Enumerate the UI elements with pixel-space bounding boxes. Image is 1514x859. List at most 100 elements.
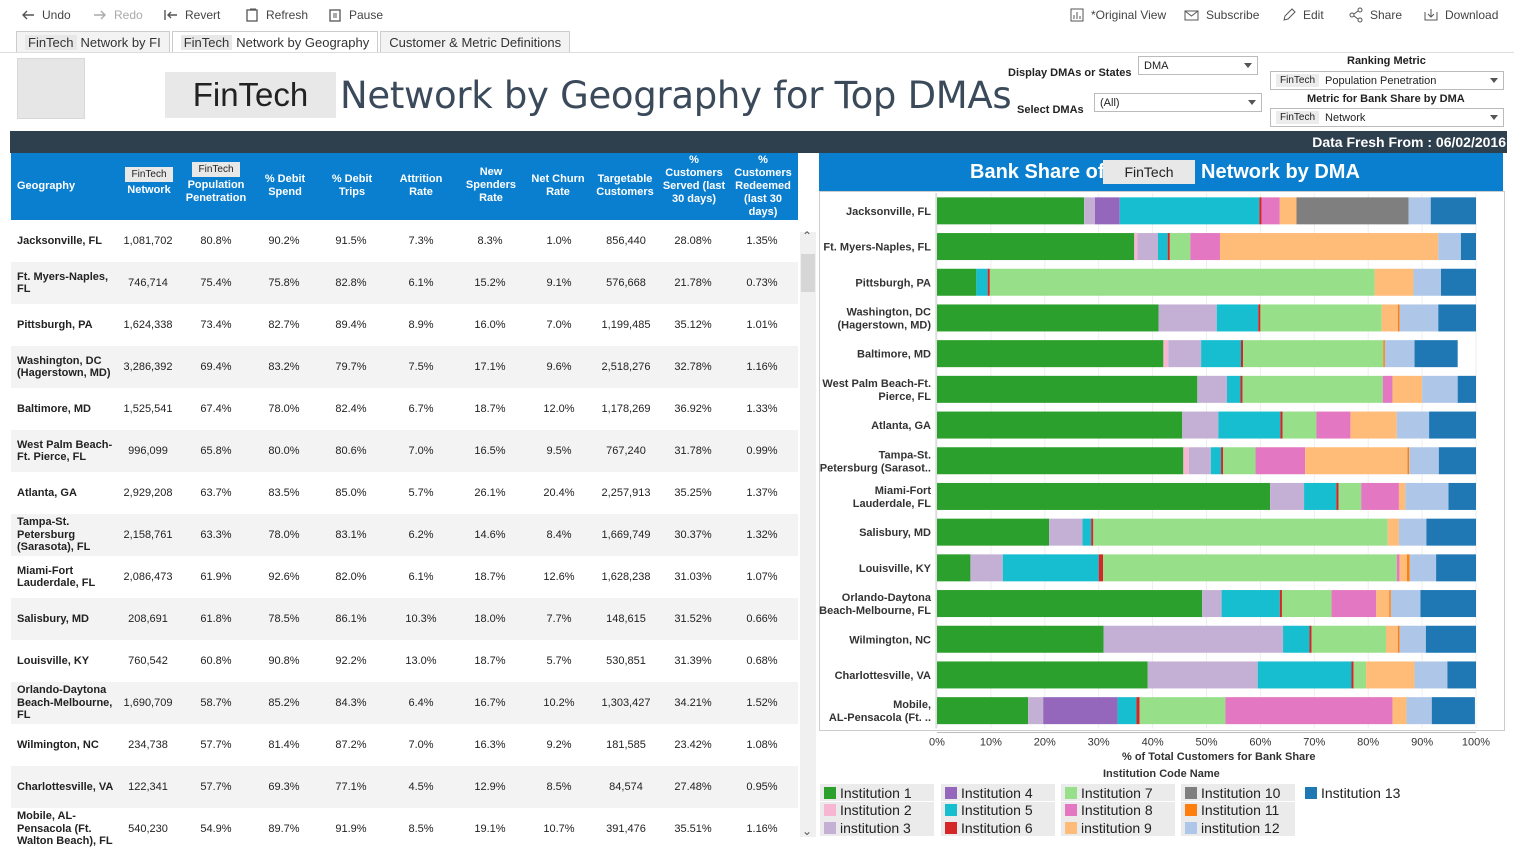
legend-item[interactable]: Institution 8 [1061, 801, 1175, 819]
bar-segment[interactable] [1281, 590, 1332, 618]
bar-segment[interactable] [1084, 197, 1095, 225]
bar-segment[interactable] [937, 411, 1183, 439]
bar-segment[interactable] [937, 268, 977, 296]
bar-segment[interactable] [937, 447, 1184, 475]
bar-segment[interactable] [1119, 197, 1260, 225]
bar-segment[interactable] [1157, 233, 1168, 261]
bar-segment[interactable] [1305, 447, 1408, 475]
col-targetable[interactable]: Targetable Customers [596, 173, 654, 198]
bar-segment[interactable] [1387, 518, 1399, 546]
bar-segment[interactable] [1304, 482, 1337, 510]
bar-segment[interactable] [1351, 661, 1354, 689]
bar-segment[interactable] [1240, 375, 1243, 403]
bar-segment[interactable] [1422, 375, 1458, 403]
bar-segment[interactable] [1043, 697, 1118, 725]
bar-segment[interactable] [1407, 447, 1410, 475]
bar-segment[interactable] [1399, 304, 1439, 332]
table-scrollbar[interactable]: ⌃ ⌄ [800, 229, 816, 838]
legend-item[interactable]: Institution 10 [1181, 784, 1295, 801]
bar-segment[interactable] [1183, 447, 1189, 475]
bar-segment[interactable] [1168, 340, 1202, 368]
bar-segment[interactable] [1336, 482, 1339, 510]
bar-segment[interactable] [1226, 375, 1241, 403]
category-label[interactable]: Atlanta, GA [871, 420, 931, 432]
bar-segment[interactable] [1260, 304, 1382, 332]
bar-segment[interactable] [1396, 554, 1400, 582]
bar-segment[interactable] [1426, 518, 1476, 546]
bar-segment[interactable] [1283, 625, 1310, 653]
bar-segment[interactable] [1366, 661, 1415, 689]
bar-segment[interactable] [1182, 411, 1219, 439]
bar-segment[interactable] [1216, 304, 1259, 332]
bar-segment[interactable] [976, 268, 988, 296]
table-row[interactable]: Pittsburgh, PA 1,624,338 73.4% 82.7% 89.4% 8.… [11, 304, 798, 346]
col-served[interactable]: % Customers Served (last 30 days) [662, 154, 726, 205]
bar-segment[interactable] [1258, 304, 1261, 332]
bar-segment[interactable] [1082, 518, 1092, 546]
bar-segment[interactable] [1279, 197, 1297, 225]
bank-share-metric-select[interactable]: FinTech Network [1270, 108, 1504, 127]
bar-segment[interactable] [1103, 554, 1397, 582]
bar-segment[interactable] [937, 518, 1050, 546]
col-new-spenders[interactable]: New Spenders Rate [465, 166, 517, 204]
bar-segment[interactable] [1440, 268, 1476, 296]
col-debit-trips[interactable]: % Debit Trips [331, 173, 373, 198]
bar-segment[interactable] [1098, 554, 1104, 582]
bar-segment[interactable] [1436, 554, 1476, 582]
bar-segment[interactable] [1163, 340, 1169, 368]
share-button[interactable]: Share [1348, 7, 1402, 23]
legend-item[interactable]: Institution 4 [941, 784, 1055, 801]
bar-segment[interactable] [1257, 661, 1352, 689]
bar-segment[interactable] [1399, 625, 1426, 653]
category-label[interactable]: Tampa-St. Petersburg (Sarasot.. [820, 449, 931, 474]
col-penetration[interactable]: FinTech Population Penetration [183, 162, 249, 205]
bar-segment[interactable] [1309, 625, 1312, 653]
bar-segment[interactable] [1413, 268, 1441, 296]
table-row[interactable]: Baltimore, MD 1,525,541 67.4% 78.0% 82.4% 6.7… [11, 388, 798, 430]
bar-segment[interactable] [1188, 447, 1211, 475]
bar-segment[interactable] [937, 590, 1203, 618]
bar-segment[interactable] [1221, 447, 1224, 475]
bar-segment[interactable] [1091, 518, 1094, 546]
legend-item[interactable]: Institution 6 [941, 819, 1055, 836]
bar-segment[interactable] [1218, 411, 1281, 439]
bar-segment[interactable] [1225, 697, 1393, 725]
col-network[interactable]: FinTech Network [114, 167, 184, 197]
bar-segment[interactable] [1392, 697, 1407, 725]
legend-item[interactable]: institution 12 [1181, 819, 1295, 836]
table-row[interactable]: Washington, DC (Hagerstown, MD) 3,286,392… [11, 346, 798, 388]
bar-segment[interactable] [1383, 340, 1385, 368]
category-label[interactable]: Charlottesville, VA [835, 670, 931, 682]
select-dmas-select[interactable]: (All) [1094, 93, 1262, 112]
bar-segment[interactable] [1429, 411, 1476, 439]
table-row[interactable]: Tampa-St. Petersburg (Sarasota), FL 2,158… [11, 514, 798, 556]
legend-item[interactable]: Institution 13 [1301, 784, 1414, 801]
category-label[interactable]: Baltimore, MD [857, 349, 931, 361]
bar-segment[interactable] [1243, 340, 1384, 368]
scroll-thumb[interactable] [801, 254, 815, 292]
legend-item[interactable]: Institution 5 [941, 801, 1055, 819]
bar-segment[interactable] [1202, 590, 1222, 618]
bar-segment[interactable] [1147, 661, 1258, 689]
bar-segment[interactable] [1350, 411, 1397, 439]
bar-segment[interactable] [1219, 233, 1439, 261]
undo-button[interactable]: Undo [20, 7, 71, 23]
bar-segment[interactable] [1397, 625, 1400, 653]
legend-item[interactable]: Institution 7 [1061, 784, 1175, 801]
bar-segment[interactable] [937, 233, 1135, 261]
bar-segment[interactable] [1425, 625, 1476, 653]
bar-segment[interactable] [1438, 233, 1461, 261]
table-row[interactable]: Salisbury, MD 208,691 61.8% 78.5% 86.1% 10.3%… [11, 598, 798, 640]
bar-segment[interactable] [937, 554, 971, 582]
bar-segment[interactable] [1240, 340, 1244, 368]
bar-segment[interactable] [1438, 447, 1476, 475]
bar-segment[interactable] [1374, 268, 1414, 296]
bar-segment[interactable] [1460, 233, 1476, 261]
bar-segment[interactable] [987, 268, 990, 296]
bar-segment[interactable] [1139, 697, 1226, 725]
category-label[interactable]: Washington, DC (Hagerstown, MD) [838, 306, 932, 331]
ranking-metric-select[interactable]: FinTech Population Penetration [1270, 71, 1504, 90]
original-view-button[interactable]: *Original View [1069, 7, 1166, 23]
bar-segment[interactable] [937, 197, 1085, 225]
table-row[interactable]: Mobile, AL-Pensacola (Ft. Walton Beach),… [11, 808, 798, 850]
